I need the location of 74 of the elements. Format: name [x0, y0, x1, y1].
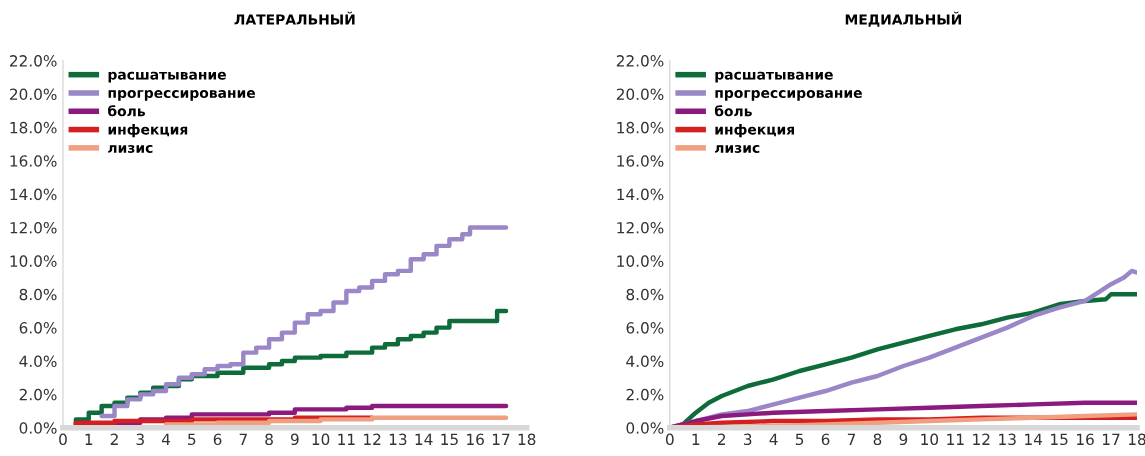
x-tick-label: 17: [1102, 433, 1120, 445]
x-tick-label: 6: [821, 433, 830, 446]
y-tick-label: 12.0%: [617, 221, 664, 234]
x-tick-label: 5: [188, 433, 196, 446]
y-tick-label: 4.0%: [19, 355, 57, 368]
x-tick-label: 7: [239, 433, 247, 445]
legend-label: лизис: [715, 144, 760, 153]
x-tick-label: 2: [110, 433, 118, 445]
x-tick-label: 3: [136, 433, 144, 446]
x-tick-label: 6: [213, 433, 222, 446]
y-tick-label: 8.0%: [19, 288, 57, 301]
x-tick-label: 0: [665, 433, 674, 446]
x-tick-label: 8: [265, 433, 273, 446]
x-tick-label: 10: [312, 433, 330, 446]
x-tick-label: 5: [795, 433, 804, 446]
x-tick-label: 11: [338, 433, 355, 445]
legend-label: инфекция: [715, 123, 795, 138]
x-tick-label: 4: [161, 433, 171, 445]
y-tick-label: 14.0%: [10, 188, 57, 201]
legend-label: прогрессирование: [108, 90, 256, 101]
x-tick-label: 12: [364, 433, 381, 445]
y-tick-label: 8.0%: [626, 288, 664, 301]
x-tick-label: 4: [769, 433, 778, 445]
y-tick-label: 22.0%: [10, 55, 57, 67]
chart-title: МЕДИАЛЬНЫЙ: [845, 11, 962, 27]
y-tick-label: 2.0%: [626, 388, 664, 401]
x-tick-label: 14: [415, 433, 433, 445]
x-tick-label: 11: [947, 433, 964, 445]
y-tick-label: 10.0%: [617, 255, 664, 267]
legend-label: инфекция: [108, 123, 188, 138]
y-tick-label: 12.0%: [10, 221, 57, 234]
x-tick-label: 13: [999, 433, 1016, 446]
x-tick-label: 17: [492, 433, 510, 445]
x-tick-label: 14: [1025, 433, 1043, 445]
legend-label: боль: [714, 105, 752, 117]
y-tick-label: 6.0%: [19, 322, 57, 334]
y-tick-label: 6.0%: [626, 322, 664, 334]
x-tick-label: 1: [85, 433, 93, 445]
x-tick-label: 18: [1128, 433, 1145, 446]
y-tick-label: 0.0%: [626, 422, 664, 434]
y-tick-label: 20.0%: [616, 88, 664, 101]
x-tick-label: 9: [899, 433, 908, 446]
y-tick-label: 0.0%: [19, 422, 57, 434]
legend-label: боль: [108, 105, 145, 117]
chart-title: ЛАТЕРАЛЬНЫЙ: [234, 11, 355, 25]
x-tick-label: 1: [692, 433, 700, 445]
y-tick-label: 18.0%: [10, 121, 57, 134]
x-tick-label: 7: [847, 433, 856, 445]
x-tick-label: 15: [1051, 433, 1068, 446]
y-tick-label: 14.0%: [617, 188, 664, 201]
x-tick-label: 18: [518, 433, 536, 446]
x-tick-label: 0: [59, 433, 67, 446]
y-tick-label: 18.0%: [617, 121, 664, 134]
x-tick-label: 10: [921, 433, 939, 446]
x-tick-label: 9: [290, 433, 299, 446]
y-tick-label: 4.0%: [626, 355, 664, 368]
x-tick-label: 16: [1077, 433, 1094, 446]
x-tick-label: 3: [743, 433, 752, 446]
x-tick-label: 2: [717, 433, 726, 445]
y-tick-label: 20.0%: [10, 88, 57, 101]
legend-label: прогрессирование: [715, 90, 862, 101]
y-tick-label: 16.0%: [617, 155, 664, 167]
y-tick-label: 2.0%: [19, 388, 57, 401]
x-tick-label: 15: [441, 433, 458, 446]
x-tick-label: 16: [467, 433, 484, 446]
y-tick-label: 22.0%: [616, 55, 664, 67]
legend-label: расшатывание: [108, 71, 226, 83]
y-tick-label: 16.0%: [10, 155, 57, 167]
x-tick-label: 8: [873, 433, 882, 446]
x-tick-label: 13: [389, 433, 407, 446]
y-tick-label: 10.0%: [10, 255, 57, 267]
legend-label: расшатывание: [715, 71, 833, 83]
x-tick-label: 12: [973, 433, 990, 445]
legend-label: лизис: [108, 144, 153, 153]
